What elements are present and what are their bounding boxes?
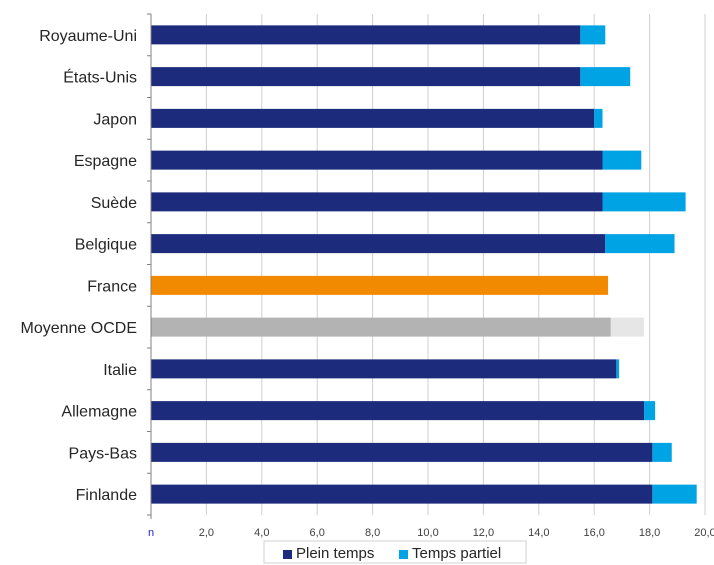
bar-plein-temps: [151, 108, 595, 128]
bar-plein-temps: [151, 192, 603, 212]
category-label: Suède: [91, 195, 137, 212]
bar-layer: [151, 25, 697, 504]
bar-plein-temps: [151, 442, 653, 462]
bar-plein-temps: [151, 484, 653, 504]
bar-plein-temps: [151, 25, 581, 45]
label-layer: n 2,0 4,0 6,0 8,0 10,0 12,0 14,0 16,0 18,0 20,0 Roy…: [21, 28, 714, 539]
category-label: Finlande: [76, 487, 137, 504]
legend-swatch: [283, 550, 292, 559]
category-label: Belgique: [75, 237, 137, 254]
category-label: Pays-Bas: [69, 445, 137, 462]
bar-temps-partiel: [652, 484, 697, 504]
x-tick-label: 16,0: [583, 527, 604, 539]
x-tick-label: 6,0: [310, 527, 325, 539]
legend-swatch: [399, 550, 408, 559]
x-tick-label: 10,0: [417, 527, 438, 539]
bar-temps-partiel: [594, 108, 603, 128]
category-label: États-Unis: [63, 68, 137, 87]
x-tick-label: n: [148, 527, 154, 539]
bar-plein-temps: [151, 317, 611, 337]
axis-layer: [147, 13, 152, 519]
legend-label: Plein temps: [296, 545, 374, 562]
bar-plein-temps: [151, 67, 581, 87]
x-tick-label: 4,0: [254, 527, 269, 539]
x-tick-label: 14,0: [528, 527, 549, 539]
bar-temps-partiel: [644, 401, 656, 421]
grid-layer: [205, 14, 706, 515]
category-label: Italie: [103, 362, 137, 379]
bar-plein-temps: [151, 150, 603, 170]
x-tick-label: 18,0: [639, 527, 660, 539]
category-label: Japon: [93, 111, 137, 128]
category-label: Royaume-Uni: [39, 28, 137, 45]
x-tick-label: 2,0: [199, 527, 214, 539]
legend-label: Temps partiel: [412, 545, 501, 562]
category-label: Espagne: [74, 153, 137, 170]
category-label: Moyenne OCDE: [21, 320, 138, 337]
category-label: France: [87, 278, 137, 295]
bar-temps-partiel: [652, 442, 672, 462]
bar-temps-partiel: [616, 359, 620, 379]
bar-plein-temps: [151, 275, 609, 295]
legend: Plein temps Temps partiel: [263, 540, 527, 564]
bar-temps-partiel: [610, 317, 645, 337]
bar-plein-temps: [151, 234, 606, 254]
bar-plein-temps: [151, 401, 645, 421]
bar-plein-temps: [151, 359, 617, 379]
bar-temps-partiel: [605, 234, 675, 254]
legend-box: [263, 540, 527, 564]
x-tick-label: 20,0: [694, 527, 714, 539]
x-tick-label: 12,0: [473, 527, 494, 539]
category-label: Allemagne: [61, 404, 137, 421]
x-tick-label: 8,0: [365, 527, 380, 539]
bar-temps-partiel: [602, 192, 686, 212]
bar-temps-partiel: [580, 25, 606, 45]
bar-temps-partiel: [602, 150, 642, 170]
bar-temps-partiel: [580, 67, 631, 87]
